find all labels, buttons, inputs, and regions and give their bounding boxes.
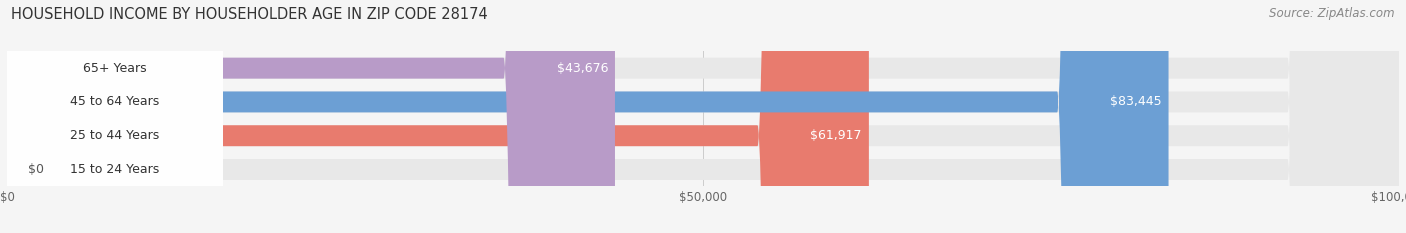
Text: 25 to 44 Years: 25 to 44 Years xyxy=(70,129,159,142)
Text: 15 to 24 Years: 15 to 24 Years xyxy=(70,163,159,176)
FancyBboxPatch shape xyxy=(7,0,614,233)
Text: 45 to 64 Years: 45 to 64 Years xyxy=(70,96,159,108)
FancyBboxPatch shape xyxy=(7,0,222,233)
Text: HOUSEHOLD INCOME BY HOUSEHOLDER AGE IN ZIP CODE 28174: HOUSEHOLD INCOME BY HOUSEHOLDER AGE IN Z… xyxy=(11,7,488,22)
FancyBboxPatch shape xyxy=(7,0,1399,233)
Text: Source: ZipAtlas.com: Source: ZipAtlas.com xyxy=(1270,7,1395,20)
Text: $43,676: $43,676 xyxy=(557,62,607,75)
FancyBboxPatch shape xyxy=(7,0,1168,233)
FancyBboxPatch shape xyxy=(7,0,869,233)
Text: 65+ Years: 65+ Years xyxy=(83,62,146,75)
Text: $83,445: $83,445 xyxy=(1109,96,1161,108)
FancyBboxPatch shape xyxy=(7,0,1399,233)
FancyBboxPatch shape xyxy=(7,0,222,233)
FancyBboxPatch shape xyxy=(7,0,1399,233)
Text: $0: $0 xyxy=(28,163,44,176)
FancyBboxPatch shape xyxy=(7,0,222,233)
FancyBboxPatch shape xyxy=(7,0,222,233)
FancyBboxPatch shape xyxy=(7,0,1399,233)
Text: $61,917: $61,917 xyxy=(810,129,862,142)
